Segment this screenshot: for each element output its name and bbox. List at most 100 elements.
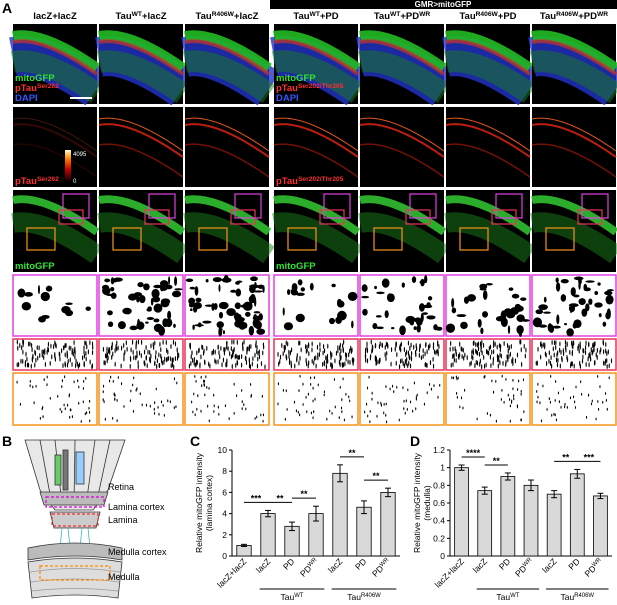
signal <box>551 339 553 345</box>
signal <box>455 375 457 379</box>
roi-box <box>62 193 90 219</box>
y-tick-label: 0 <box>222 551 227 561</box>
signal <box>152 342 154 348</box>
signal <box>147 349 149 355</box>
signal <box>38 345 40 351</box>
signal <box>307 363 309 369</box>
signal <box>102 346 105 352</box>
signal <box>519 339 521 345</box>
signal <box>252 356 254 362</box>
signal <box>326 359 328 365</box>
signal <box>192 357 194 363</box>
signal <box>395 341 397 347</box>
signal <box>348 352 350 358</box>
signal <box>35 357 37 363</box>
signal <box>478 351 481 357</box>
signal <box>132 409 135 413</box>
micrograph <box>359 372 445 426</box>
signal <box>429 360 432 366</box>
text-part: DAPI <box>15 93 38 104</box>
signal <box>563 405 566 409</box>
signal <box>71 361 73 367</box>
signal <box>585 340 587 346</box>
signal <box>405 352 407 358</box>
signal <box>585 362 587 368</box>
tissue-arc <box>445 39 532 76</box>
signal <box>385 420 388 424</box>
signal <box>44 361 47 367</box>
signal <box>372 323 378 330</box>
signal <box>509 351 512 357</box>
signal <box>475 348 477 354</box>
x-tick-label: lacZ <box>254 556 272 574</box>
signal <box>248 325 255 336</box>
signal <box>248 357 250 363</box>
signal <box>437 395 439 399</box>
signal <box>500 343 502 349</box>
signal <box>331 364 334 370</box>
signal <box>110 286 115 292</box>
signal <box>366 358 369 364</box>
signal <box>299 374 301 378</box>
signal <box>378 344 381 350</box>
signal <box>241 400 243 404</box>
signal <box>85 356 87 362</box>
signal <box>432 363 435 369</box>
tissue-arc <box>184 30 272 73</box>
signal <box>578 348 580 354</box>
tissue-arc <box>273 143 359 178</box>
signal <box>403 407 405 411</box>
banner <box>270 0 617 9</box>
signal <box>69 357 71 363</box>
signal <box>433 384 435 388</box>
signal <box>163 413 165 417</box>
tissue-arc <box>531 195 617 236</box>
signal <box>160 400 163 404</box>
micrograph <box>532 107 616 187</box>
signal <box>146 363 148 369</box>
signal <box>566 328 574 337</box>
y-axis-label: (medulla) <box>422 485 432 521</box>
signal <box>188 302 194 308</box>
signal <box>160 353 162 359</box>
signal <box>223 347 225 353</box>
tissue-arc <box>273 39 360 76</box>
tissue-arc <box>443 50 537 104</box>
signal <box>418 352 420 358</box>
signal <box>322 350 324 356</box>
signal <box>294 363 296 369</box>
signal <box>251 361 253 367</box>
x-tick-label: PD <box>566 556 581 571</box>
signal <box>311 358 313 364</box>
signal <box>256 363 259 369</box>
signal <box>585 303 590 312</box>
signal <box>136 387 138 391</box>
signal <box>476 417 478 421</box>
signal <box>364 410 366 414</box>
signal <box>460 321 468 330</box>
roi-box <box>491 209 517 225</box>
signal <box>497 363 499 369</box>
signal <box>584 313 587 316</box>
signal <box>508 397 511 401</box>
signal <box>218 412 220 416</box>
signal <box>69 415 71 419</box>
signal <box>350 349 352 355</box>
signal <box>290 289 299 296</box>
signal <box>42 349 45 355</box>
group-label: TauR406W <box>347 592 381 602</box>
signal <box>371 391 373 395</box>
signal <box>523 410 525 414</box>
signal <box>77 363 79 369</box>
signal <box>84 340 86 346</box>
tissue-arc <box>529 50 617 104</box>
text-part: R406W <box>556 11 579 18</box>
signal <box>200 354 202 360</box>
signal <box>167 355 170 361</box>
signal <box>139 295 146 304</box>
signal <box>19 402 22 406</box>
signal <box>365 357 367 363</box>
signal <box>489 413 492 417</box>
signal <box>369 409 371 413</box>
signal <box>540 419 543 423</box>
